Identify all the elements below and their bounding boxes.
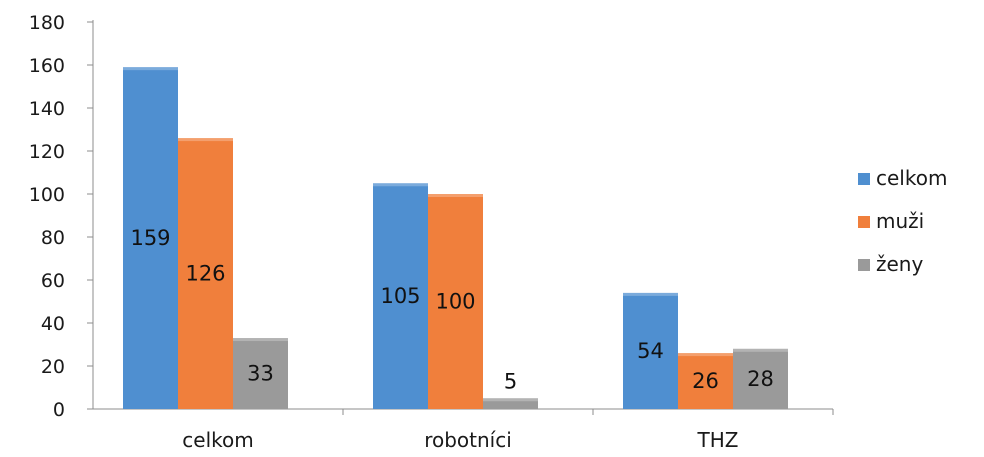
bar-highlight xyxy=(678,353,733,357)
x-tick-label: THZ xyxy=(697,428,739,452)
data-label: 5 xyxy=(504,369,517,393)
bar xyxy=(428,194,483,409)
y-tick-label: 140 xyxy=(29,98,65,120)
bar-highlight xyxy=(373,183,428,187)
bar xyxy=(733,348,788,409)
data-label: 100 xyxy=(435,290,475,314)
data-label: 33 xyxy=(247,362,274,386)
legend: celkom muži ženy xyxy=(858,166,947,276)
x-axis-categories: celkom robotníci THZ xyxy=(182,428,738,452)
data-label: 126 xyxy=(185,262,225,286)
legend-swatch xyxy=(858,173,870,185)
bar-highlight xyxy=(123,67,178,71)
y-tick-label: 20 xyxy=(41,356,65,378)
bar xyxy=(678,353,733,409)
y-tick-label: 40 xyxy=(41,313,65,335)
y-axis-ticks: 0 20 40 60 80 100 120 140 160 180 xyxy=(29,12,93,421)
x-tick-label: robotníci xyxy=(424,428,512,452)
data-label: 26 xyxy=(692,369,719,393)
data-label: 54 xyxy=(637,339,664,363)
legend-swatch xyxy=(858,259,870,271)
bar-highlight xyxy=(733,348,788,352)
data-label: 28 xyxy=(747,367,774,391)
bar-highlight xyxy=(428,194,483,197)
y-tick-label: 120 xyxy=(29,141,65,163)
y-tick-label: 0 xyxy=(53,399,65,421)
data-label: 159 xyxy=(130,226,170,250)
x-tick-label: celkom xyxy=(182,428,253,452)
bar xyxy=(123,67,178,410)
y-tick-label: 180 xyxy=(29,12,65,34)
legend-label: muži xyxy=(876,209,924,233)
bar xyxy=(233,338,288,409)
data-labels: 159 126 33 105 100 5 54 26 28 xyxy=(130,226,773,393)
legend-label: ženy xyxy=(876,252,923,276)
bar-highlight xyxy=(233,338,288,342)
y-tick-label: 60 xyxy=(41,270,65,292)
y-tick-label: 80 xyxy=(41,227,65,249)
y-tick-label: 100 xyxy=(29,184,65,206)
bar xyxy=(483,398,538,409)
y-tick-label: 160 xyxy=(29,55,65,77)
bar-highlight xyxy=(483,398,538,402)
bar-highlight xyxy=(178,138,233,142)
bar xyxy=(373,183,428,409)
legend-label: celkom xyxy=(876,166,947,190)
data-label: 105 xyxy=(380,284,420,308)
bars xyxy=(123,67,788,410)
bar-highlight xyxy=(623,292,678,296)
legend-swatch xyxy=(858,216,870,228)
bar xyxy=(623,292,678,409)
bar xyxy=(178,138,233,409)
